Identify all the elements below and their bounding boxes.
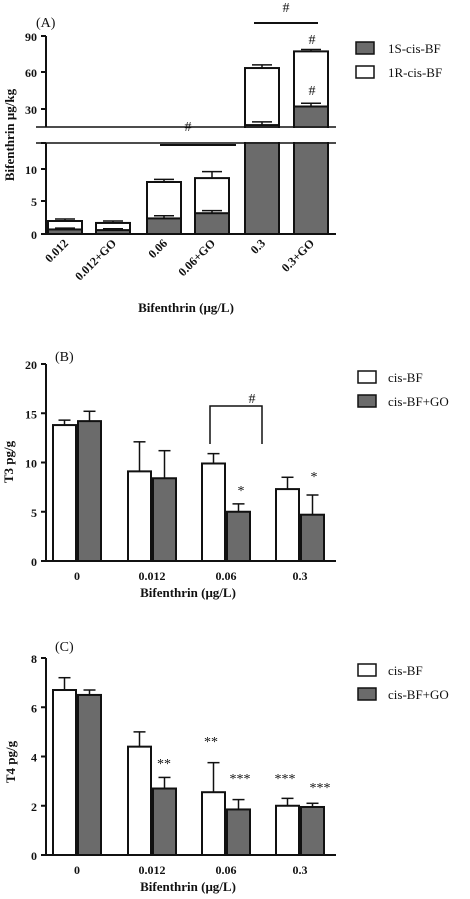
y-tick-label: 90 xyxy=(25,30,37,44)
y-tick-label: 5 xyxy=(31,195,37,209)
bar-cis-bf-go xyxy=(226,510,251,562)
panel-c-y-ticks: 0 2 4 6 8 xyxy=(31,652,46,863)
bar-1s-cis-bf xyxy=(293,105,329,235)
y-tick-label: 2 xyxy=(31,800,37,814)
x-tick-label: 0.012+GO xyxy=(72,236,119,283)
panel-b-x-ticks: 0 0.012 0.06 0.3 xyxy=(74,569,308,583)
y-tick-label: 10 xyxy=(25,163,37,177)
panel-b: (B) 0 5 10 15 20 0 0.012 0.06 0.3 T3 pg/g Bifen… xyxy=(1,350,449,600)
y-tick-label: 30 xyxy=(25,103,37,117)
panel-a-y-axis-title: Bifenthrin μg/kg xyxy=(2,88,17,181)
panel-a-x-ticks: 0.012 0.012+GO 0.06 0.06+GO 0.3 0.3+GO xyxy=(42,236,317,283)
significance-mark: ** xyxy=(157,757,171,772)
significance-mark: *** xyxy=(275,772,296,787)
x-tick-label: 0.012 xyxy=(139,863,166,877)
panel-b-bars xyxy=(52,410,325,563)
bar-cis-bf-go xyxy=(152,477,177,563)
bar-cis-bf xyxy=(201,791,226,856)
bar-1s-cis-bf xyxy=(194,212,230,235)
bar-cis-bf xyxy=(52,424,77,562)
significance-mark: * xyxy=(238,484,245,499)
y-tick-label: 60 xyxy=(25,66,37,80)
panel-c-x-ticks: 0 0.012 0.06 0.3 xyxy=(74,863,308,877)
legend-label-cis-bf-go: cis-BF+GO xyxy=(388,394,449,409)
panel-c: (C) 0 2 4 6 8 0 0.012 0.06 0.3 T4 pg/g Bifenthr… xyxy=(3,640,449,894)
x-tick-label: 0.06+GO xyxy=(175,236,218,279)
bar-cis-bf xyxy=(275,804,300,856)
legend-label-cis-bf-go: cis-BF+GO xyxy=(388,687,449,702)
bar-cis-bf-go xyxy=(300,805,325,857)
significance-mark: # xyxy=(309,33,316,48)
x-tick-label: 0.06 xyxy=(145,236,170,261)
legend-swatch-cis-bf-go xyxy=(357,394,377,408)
y-tick-label: 6 xyxy=(31,701,37,715)
significance-mark: *** xyxy=(230,772,251,787)
panel-b-x-axis-title: Bifenthrin (μg/L) xyxy=(140,585,236,600)
y-tick-label: 0 xyxy=(31,228,37,242)
significance-mark: *** xyxy=(310,781,331,796)
panel-c-label: (C) xyxy=(55,640,74,655)
panel-c-x-axis-title: Bifenthrin (μg/L) xyxy=(140,879,236,894)
x-tick-label: 0 xyxy=(74,569,80,583)
bar-cis-bf-go xyxy=(77,420,102,562)
significance-mark: # xyxy=(185,120,192,135)
bar-cis-bf-go xyxy=(300,513,325,563)
axis-break-gap xyxy=(47,128,337,142)
legend-swatch-1s xyxy=(355,41,375,55)
bar-cis-bf xyxy=(52,689,77,857)
y-tick-label: 8 xyxy=(31,652,37,666)
panel-a-x-axis-title: Bifenthrin (μg/L) xyxy=(138,300,234,315)
significance-mark: * xyxy=(311,470,318,485)
y-tick-label: 4 xyxy=(31,751,37,765)
y-tick-label: 15 xyxy=(25,407,37,421)
legend-label-cis-bf: cis-BF xyxy=(388,370,423,385)
legend-swatch-1r xyxy=(355,65,375,79)
x-tick-label: 0.06 xyxy=(216,569,237,583)
y-tick-label: 0 xyxy=(31,849,37,863)
bar-cis-bf-go xyxy=(226,808,251,856)
legend-label-cis-bf: cis-BF xyxy=(388,663,423,678)
legend-label-1s: 1S-cis-BF xyxy=(388,41,441,56)
bar-cis-bf xyxy=(127,470,152,562)
x-tick-label: 0.3 xyxy=(293,569,308,583)
bar-cis-bf xyxy=(201,462,226,562)
legend-swatch-cis-bf xyxy=(357,370,377,384)
y-tick-label: 20 xyxy=(25,358,37,372)
significance-mark: # xyxy=(309,84,316,99)
panel-a-bars xyxy=(47,48,329,236)
panel-a-label: (A) xyxy=(36,16,56,31)
y-tick-label: 0 xyxy=(31,555,37,569)
legend-swatch-cis-bf xyxy=(357,663,377,677)
x-tick-label: 0.3+GO xyxy=(279,236,318,275)
x-tick-label: 0.3 xyxy=(248,236,269,257)
x-tick-label: 0.3 xyxy=(293,863,308,877)
significance-bracket xyxy=(209,405,263,444)
significance-mark: # xyxy=(283,1,290,16)
x-tick-label: 0 xyxy=(74,863,80,877)
x-tick-label: 0.012 xyxy=(42,236,71,265)
x-tick-label: 0.012 xyxy=(139,569,166,583)
panel-a-y-ticks xyxy=(41,35,46,235)
panel-b-y-ticks: 0 5 10 15 20 xyxy=(25,358,46,569)
y-tick-label: 10 xyxy=(25,457,37,471)
significance-mark: ** xyxy=(204,735,218,750)
x-tick-label: 0.06 xyxy=(216,863,237,877)
y-tick-label: 5 xyxy=(31,506,37,520)
panel-a: (A) 90 60 30 10 5 0 0.012 0.012+GO 0.06 0.0… xyxy=(2,1,442,315)
panel-c-y-axis-title: T4 pg/g xyxy=(3,740,18,783)
legend-swatch-cis-bf-go xyxy=(357,687,377,701)
bar-1s-cis-bf xyxy=(146,217,182,235)
bar-cis-bf xyxy=(127,745,152,857)
bar-cis-bf-go xyxy=(77,693,102,856)
panel-b-y-axis-title: T3 pg/g xyxy=(1,440,16,483)
significance-mark: # xyxy=(249,392,256,407)
bar-cis-bf-go xyxy=(152,787,177,857)
panel-c-bars xyxy=(52,676,325,857)
panel-b-label: (B) xyxy=(55,350,74,365)
bar-cis-bf xyxy=(275,488,300,562)
legend-label-1r: 1R-cis-BF xyxy=(388,65,442,80)
